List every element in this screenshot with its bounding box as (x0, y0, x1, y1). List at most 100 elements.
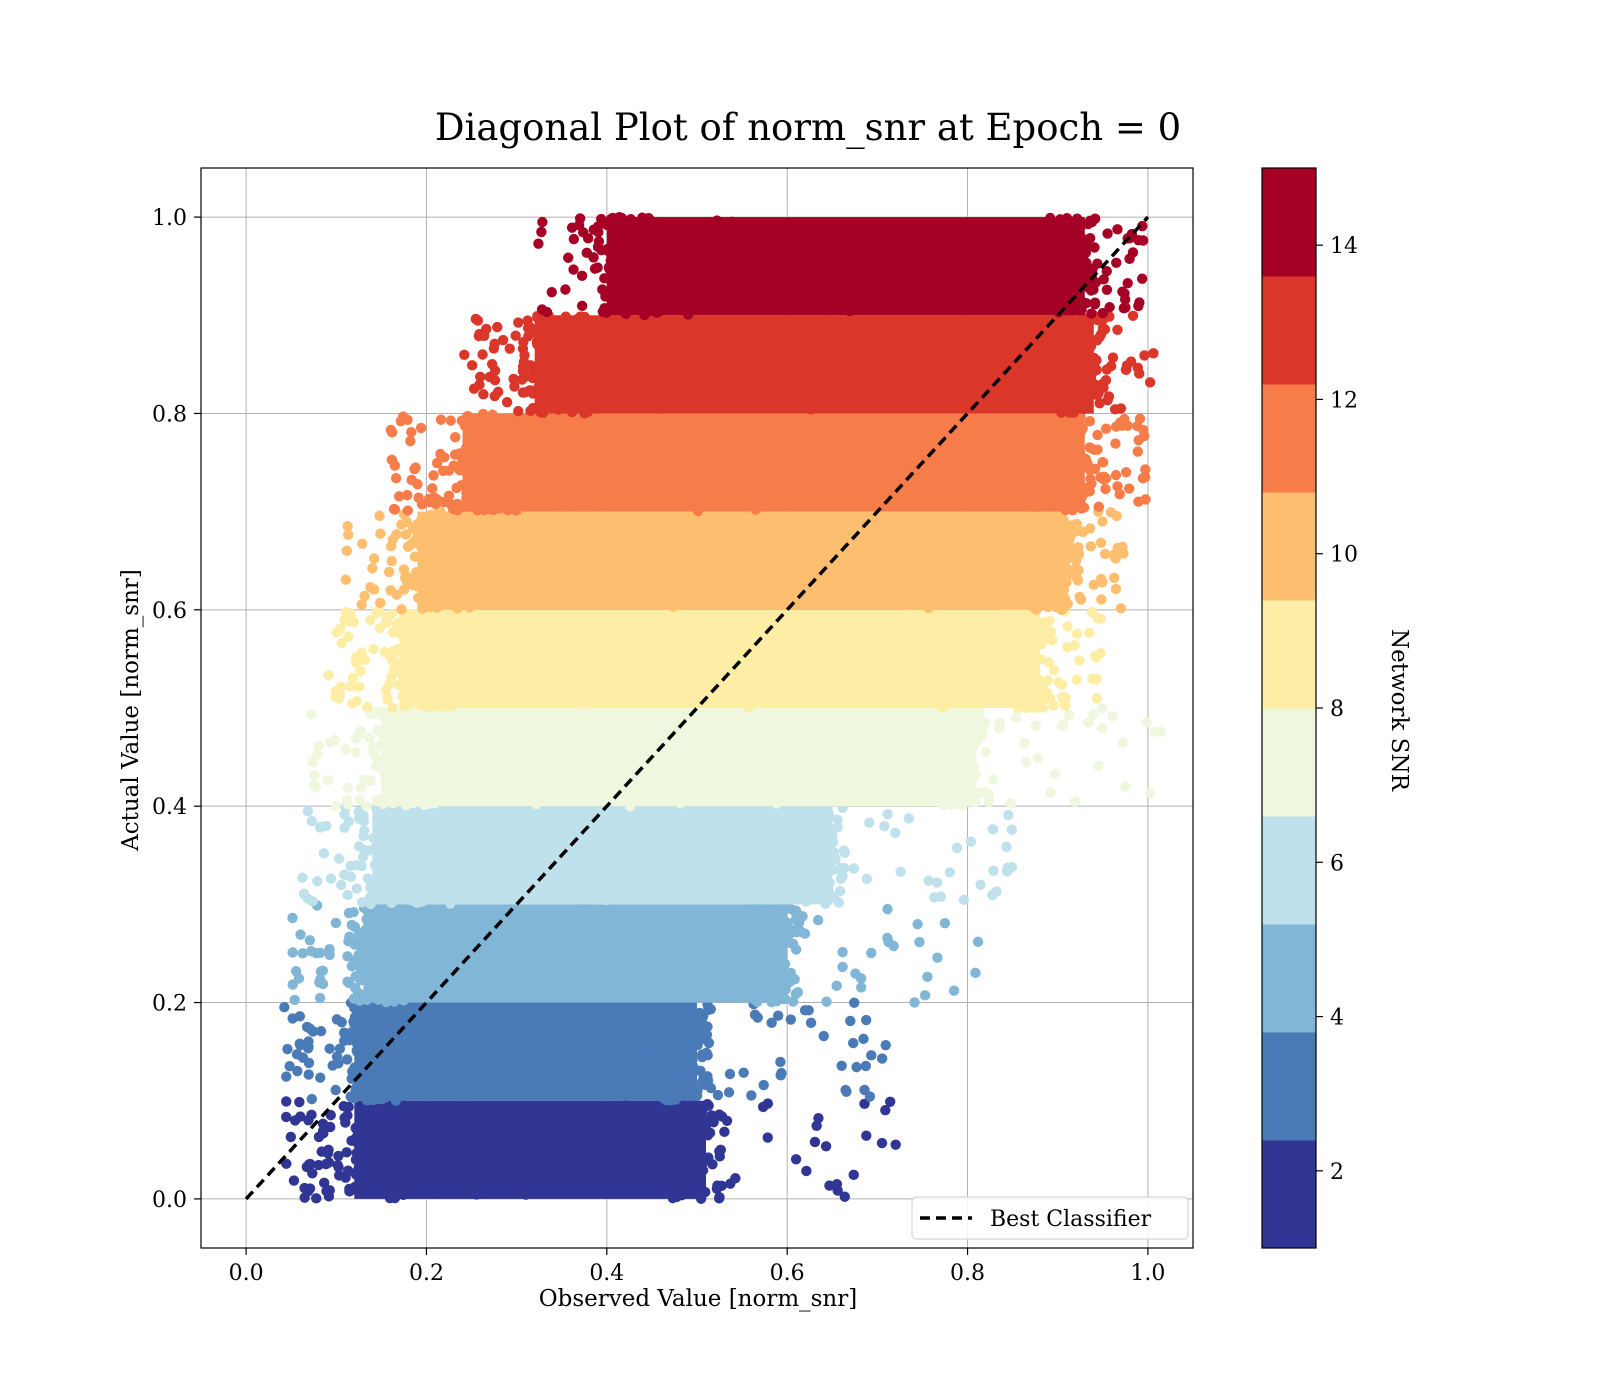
scatter-point (1030, 720, 1042, 731)
scatter-point (424, 496, 435, 508)
scatter-point (645, 1104, 656, 1116)
scatter-point (541, 306, 553, 318)
scatter-point (1111, 257, 1122, 268)
scatter-point (676, 1101, 687, 1112)
scatter-point (536, 842, 548, 853)
legend-label-best-classifier: Best Classifier (990, 1207, 1152, 1232)
scatter-point (438, 465, 449, 477)
scatter-point (400, 978, 412, 989)
scatter-point (1000, 635, 1011, 647)
scatter-point (1133, 496, 1144, 507)
scatter-point (423, 615, 434, 626)
scatter-point (564, 333, 575, 345)
scatter-point (939, 917, 951, 929)
scatter-point (646, 228, 657, 239)
scatter-point (476, 833, 487, 845)
scatter-point (1002, 389, 1013, 401)
scatter-point (600, 304, 612, 316)
scatter-point (1043, 250, 1055, 262)
scatter-point (1067, 439, 1079, 450)
scatter-point (617, 1046, 629, 1057)
scatter-point (914, 388, 926, 400)
scatter-point (489, 952, 500, 964)
scatter-point (728, 527, 740, 538)
scatter-point (1046, 635, 1058, 646)
scatter-point (320, 1158, 332, 1170)
scatter-point (550, 1086, 561, 1097)
plot-frame (200, 167, 1194, 1249)
plot-area (200, 167, 1194, 1249)
scatter-point (349, 1092, 360, 1104)
scatter-point (987, 824, 999, 835)
scatter-point (391, 936, 402, 947)
scatter-point (1006, 824, 1017, 835)
scatter-point (418, 809, 430, 820)
scatter-point (686, 1111, 698, 1122)
scatter-band-core (417, 511, 1067, 610)
scatter-point (695, 970, 707, 982)
scatter-point (919, 675, 930, 686)
scatter-point (642, 1040, 654, 1052)
scatter-point (297, 948, 308, 959)
scatter-point (621, 297, 632, 308)
scatter-point (416, 514, 427, 526)
scatter-point (649, 773, 660, 784)
scatter-point (336, 1017, 347, 1028)
scatter-point (970, 796, 981, 808)
scatter-point (546, 318, 557, 330)
scatter-point (343, 631, 354, 642)
scatter-point (381, 955, 392, 966)
scatter-point (621, 476, 633, 487)
scatter-point (854, 521, 866, 532)
scatter-point (651, 307, 662, 318)
scatter-point (500, 666, 511, 677)
scatter-point (418, 825, 429, 837)
x-tick-label: 0.6 (770, 1261, 805, 1286)
scatter-point (368, 913, 379, 924)
scatter-point (1043, 482, 1055, 493)
scatter-point (306, 709, 317, 720)
scatter-point (943, 783, 954, 795)
scatter-point (502, 951, 514, 963)
scatter-point (1095, 328, 1107, 340)
scatter-point (1096, 594, 1107, 605)
scatter-point (1086, 606, 1098, 618)
scatter-point (368, 1010, 379, 1022)
scatter-point (412, 479, 423, 490)
scatter-band-core (381, 708, 977, 807)
scatter-point (282, 1043, 293, 1055)
scatter-point (972, 936, 984, 948)
scatter-point (988, 865, 999, 876)
scatter-point (413, 837, 424, 848)
scatter-point (407, 579, 419, 591)
scatter-point (552, 863, 563, 874)
scatter-point (454, 519, 466, 530)
scatter-point (365, 1079, 376, 1090)
scatter-point (444, 671, 455, 682)
scatter-point (471, 842, 482, 854)
scatter-point (368, 643, 379, 655)
scatter-point (466, 1160, 477, 1171)
scatter-point (531, 402, 542, 414)
scatter-point (354, 729, 365, 740)
scatter-point (395, 1064, 406, 1075)
scatter-point (806, 850, 817, 861)
scatter-point (519, 361, 531, 373)
scatter-point (788, 435, 799, 447)
scatter-point (1060, 488, 1072, 499)
scatter-point (670, 1025, 682, 1036)
scatter-point (388, 720, 399, 731)
scatter-point (378, 711, 389, 722)
scatter-point (510, 806, 521, 818)
scatter-point (951, 842, 963, 854)
scatter-point (408, 945, 419, 956)
scatter-point (459, 1061, 470, 1072)
scatter-point (375, 1177, 387, 1189)
scatter-point (395, 1090, 406, 1102)
scatter-point (431, 629, 442, 640)
scatter-point (1089, 299, 1101, 310)
scatter-point (888, 473, 900, 485)
colorbar-tick-label: 8 (1330, 697, 1344, 722)
scatter-point (669, 1059, 681, 1071)
scatter-point (897, 729, 908, 741)
